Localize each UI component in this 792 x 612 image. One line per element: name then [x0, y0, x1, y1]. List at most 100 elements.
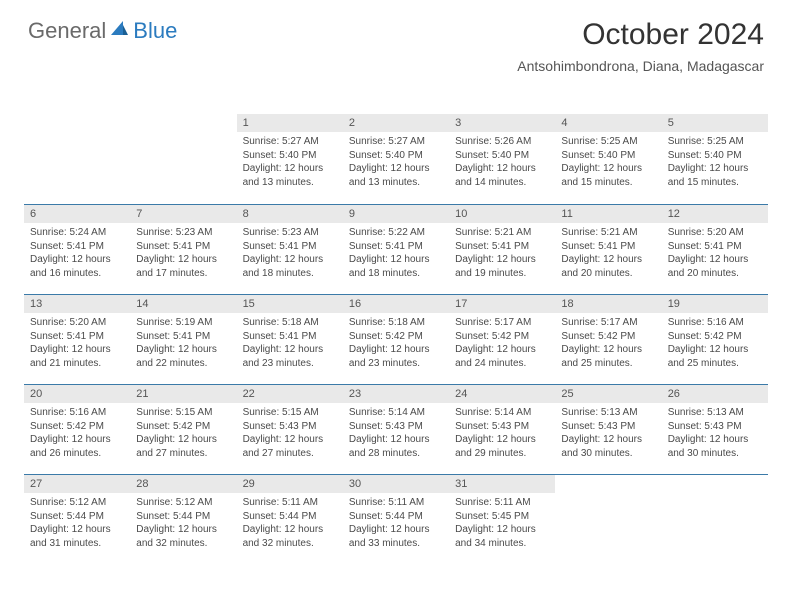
day-number: 28 — [130, 474, 236, 493]
day-details: Sunrise: 5:16 AMSunset: 5:42 PMDaylight:… — [662, 313, 768, 374]
calendar-day: 3Sunrise: 5:26 AMSunset: 5:40 PMDaylight… — [449, 114, 555, 204]
calendar-day: 5Sunrise: 5:25 AMSunset: 5:40 PMDaylight… — [662, 114, 768, 204]
calendar-day: 29Sunrise: 5:11 AMSunset: 5:44 PMDayligh… — [237, 474, 343, 564]
day-details: Sunrise: 5:21 AMSunset: 5:41 PMDaylight:… — [555, 223, 661, 284]
day-details: Sunrise: 5:12 AMSunset: 5:44 PMDaylight:… — [130, 493, 236, 554]
calendar-day: 16Sunrise: 5:18 AMSunset: 5:42 PMDayligh… — [343, 294, 449, 384]
day-number: 11 — [555, 204, 661, 223]
day-number: 3 — [449, 114, 555, 132]
day-details: Sunrise: 5:21 AMSunset: 5:41 PMDaylight:… — [449, 223, 555, 284]
calendar-day: 4Sunrise: 5:25 AMSunset: 5:40 PMDaylight… — [555, 114, 661, 204]
calendar-day: 30Sunrise: 5:11 AMSunset: 5:44 PMDayligh… — [343, 474, 449, 564]
calendar-day: 28Sunrise: 5:12 AMSunset: 5:44 PMDayligh… — [130, 474, 236, 564]
day-number: 18 — [555, 294, 661, 313]
calendar-day: 31Sunrise: 5:11 AMSunset: 5:45 PMDayligh… — [449, 474, 555, 564]
day-details: Sunrise: 5:19 AMSunset: 5:41 PMDaylight:… — [130, 313, 236, 374]
day-number: 23 — [343, 384, 449, 403]
calendar-day: 27Sunrise: 5:12 AMSunset: 5:44 PMDayligh… — [24, 474, 130, 564]
calendar-day: 17Sunrise: 5:17 AMSunset: 5:42 PMDayligh… — [449, 294, 555, 384]
weekday-header: Sunday — [24, 90, 130, 114]
day-details: Sunrise: 5:16 AMSunset: 5:42 PMDaylight:… — [24, 403, 130, 464]
day-number: 6 — [24, 204, 130, 223]
page-title: October 2024 — [517, 18, 764, 52]
day-number: 1 — [237, 114, 343, 132]
day-details: Sunrise: 5:17 AMSunset: 5:42 PMDaylight:… — [555, 313, 661, 374]
calendar-day: 20Sunrise: 5:16 AMSunset: 5:42 PMDayligh… — [24, 384, 130, 474]
day-number: 8 — [237, 204, 343, 223]
day-number: 9 — [343, 204, 449, 223]
day-details: Sunrise: 5:27 AMSunset: 5:40 PMDaylight:… — [237, 132, 343, 193]
calendar-day: 13Sunrise: 5:20 AMSunset: 5:41 PMDayligh… — [24, 294, 130, 384]
day-details: Sunrise: 5:15 AMSunset: 5:42 PMDaylight:… — [130, 403, 236, 464]
day-number — [662, 474, 768, 493]
calendar-day: 1Sunrise: 5:27 AMSunset: 5:40 PMDaylight… — [237, 114, 343, 204]
day-number: 4 — [555, 114, 661, 132]
calendar-day: 23Sunrise: 5:14 AMSunset: 5:43 PMDayligh… — [343, 384, 449, 474]
weekday-header-row: Sunday Monday Tuesday Wednesday Thursday… — [24, 90, 768, 114]
calendar-day: 2Sunrise: 5:27 AMSunset: 5:40 PMDaylight… — [343, 114, 449, 204]
calendar-day: 6Sunrise: 5:24 AMSunset: 5:41 PMDaylight… — [24, 204, 130, 294]
calendar-day: 12Sunrise: 5:20 AMSunset: 5:41 PMDayligh… — [662, 204, 768, 294]
day-number: 13 — [24, 294, 130, 313]
title-block: October 2024 Antsohimbondrona, Diana, Ma… — [517, 18, 764, 74]
day-number: 20 — [24, 384, 130, 403]
day-number: 5 — [662, 114, 768, 132]
day-number: 14 — [130, 294, 236, 313]
calendar-day: 18Sunrise: 5:17 AMSunset: 5:42 PMDayligh… — [555, 294, 661, 384]
calendar-empty — [555, 474, 661, 564]
calendar-day: 11Sunrise: 5:21 AMSunset: 5:41 PMDayligh… — [555, 204, 661, 294]
calendar-day: 22Sunrise: 5:15 AMSunset: 5:43 PMDayligh… — [237, 384, 343, 474]
calendar-row: 1Sunrise: 5:27 AMSunset: 5:40 PMDaylight… — [24, 114, 768, 204]
day-number: 22 — [237, 384, 343, 403]
day-details: Sunrise: 5:14 AMSunset: 5:43 PMDaylight:… — [449, 403, 555, 464]
brand-right: Blue — [133, 18, 177, 44]
day-number: 12 — [662, 204, 768, 223]
day-details: Sunrise: 5:22 AMSunset: 5:41 PMDaylight:… — [343, 223, 449, 284]
day-details: Sunrise: 5:17 AMSunset: 5:42 PMDaylight:… — [449, 313, 555, 374]
day-details: Sunrise: 5:25 AMSunset: 5:40 PMDaylight:… — [662, 132, 768, 193]
day-details: Sunrise: 5:20 AMSunset: 5:41 PMDaylight:… — [662, 223, 768, 284]
calendar-day: 9Sunrise: 5:22 AMSunset: 5:41 PMDaylight… — [343, 204, 449, 294]
calendar-day: 7Sunrise: 5:23 AMSunset: 5:41 PMDaylight… — [130, 204, 236, 294]
day-number — [555, 474, 661, 493]
calendar-day: 15Sunrise: 5:18 AMSunset: 5:41 PMDayligh… — [237, 294, 343, 384]
day-details: Sunrise: 5:15 AMSunset: 5:43 PMDaylight:… — [237, 403, 343, 464]
calendar-day: 25Sunrise: 5:13 AMSunset: 5:43 PMDayligh… — [555, 384, 661, 474]
day-details: Sunrise: 5:18 AMSunset: 5:42 PMDaylight:… — [343, 313, 449, 374]
calendar-row: 6Sunrise: 5:24 AMSunset: 5:41 PMDaylight… — [24, 204, 768, 294]
calendar-empty — [130, 114, 236, 204]
day-details: Sunrise: 5:11 AMSunset: 5:44 PMDaylight:… — [343, 493, 449, 554]
day-details: Sunrise: 5:23 AMSunset: 5:41 PMDaylight:… — [130, 223, 236, 284]
day-details: Sunrise: 5:24 AMSunset: 5:41 PMDaylight:… — [24, 223, 130, 284]
day-number — [130, 114, 236, 132]
day-number: 15 — [237, 294, 343, 313]
day-details: Sunrise: 5:12 AMSunset: 5:44 PMDaylight:… — [24, 493, 130, 554]
day-number: 31 — [449, 474, 555, 493]
day-number: 30 — [343, 474, 449, 493]
calendar-row: 20Sunrise: 5:16 AMSunset: 5:42 PMDayligh… — [24, 384, 768, 474]
day-details: Sunrise: 5:23 AMSunset: 5:41 PMDaylight:… — [237, 223, 343, 284]
day-number: 21 — [130, 384, 236, 403]
calendar-day: 19Sunrise: 5:16 AMSunset: 5:42 PMDayligh… — [662, 294, 768, 384]
brand-left: General — [28, 18, 106, 44]
calendar-day: 26Sunrise: 5:13 AMSunset: 5:43 PMDayligh… — [662, 384, 768, 474]
calendar-empty — [24, 114, 130, 204]
day-number: 2 — [343, 114, 449, 132]
day-number: 17 — [449, 294, 555, 313]
day-details: Sunrise: 5:13 AMSunset: 5:43 PMDaylight:… — [662, 403, 768, 464]
calendar-day: 21Sunrise: 5:15 AMSunset: 5:42 PMDayligh… — [130, 384, 236, 474]
sail-icon — [109, 19, 129, 44]
day-number: 10 — [449, 204, 555, 223]
weekday-header: Tuesday — [237, 90, 343, 114]
day-details: Sunrise: 5:13 AMSunset: 5:43 PMDaylight:… — [555, 403, 661, 464]
calendar-day: 24Sunrise: 5:14 AMSunset: 5:43 PMDayligh… — [449, 384, 555, 474]
weekday-header: Monday — [130, 90, 236, 114]
calendar-table: Sunday Monday Tuesday Wednesday Thursday… — [24, 90, 768, 564]
day-details: Sunrise: 5:11 AMSunset: 5:44 PMDaylight:… — [237, 493, 343, 554]
day-number: 7 — [130, 204, 236, 223]
day-number: 25 — [555, 384, 661, 403]
day-number: 24 — [449, 384, 555, 403]
weekday-header: Saturday — [662, 90, 768, 114]
day-details: Sunrise: 5:27 AMSunset: 5:40 PMDaylight:… — [343, 132, 449, 193]
day-details: Sunrise: 5:26 AMSunset: 5:40 PMDaylight:… — [449, 132, 555, 193]
